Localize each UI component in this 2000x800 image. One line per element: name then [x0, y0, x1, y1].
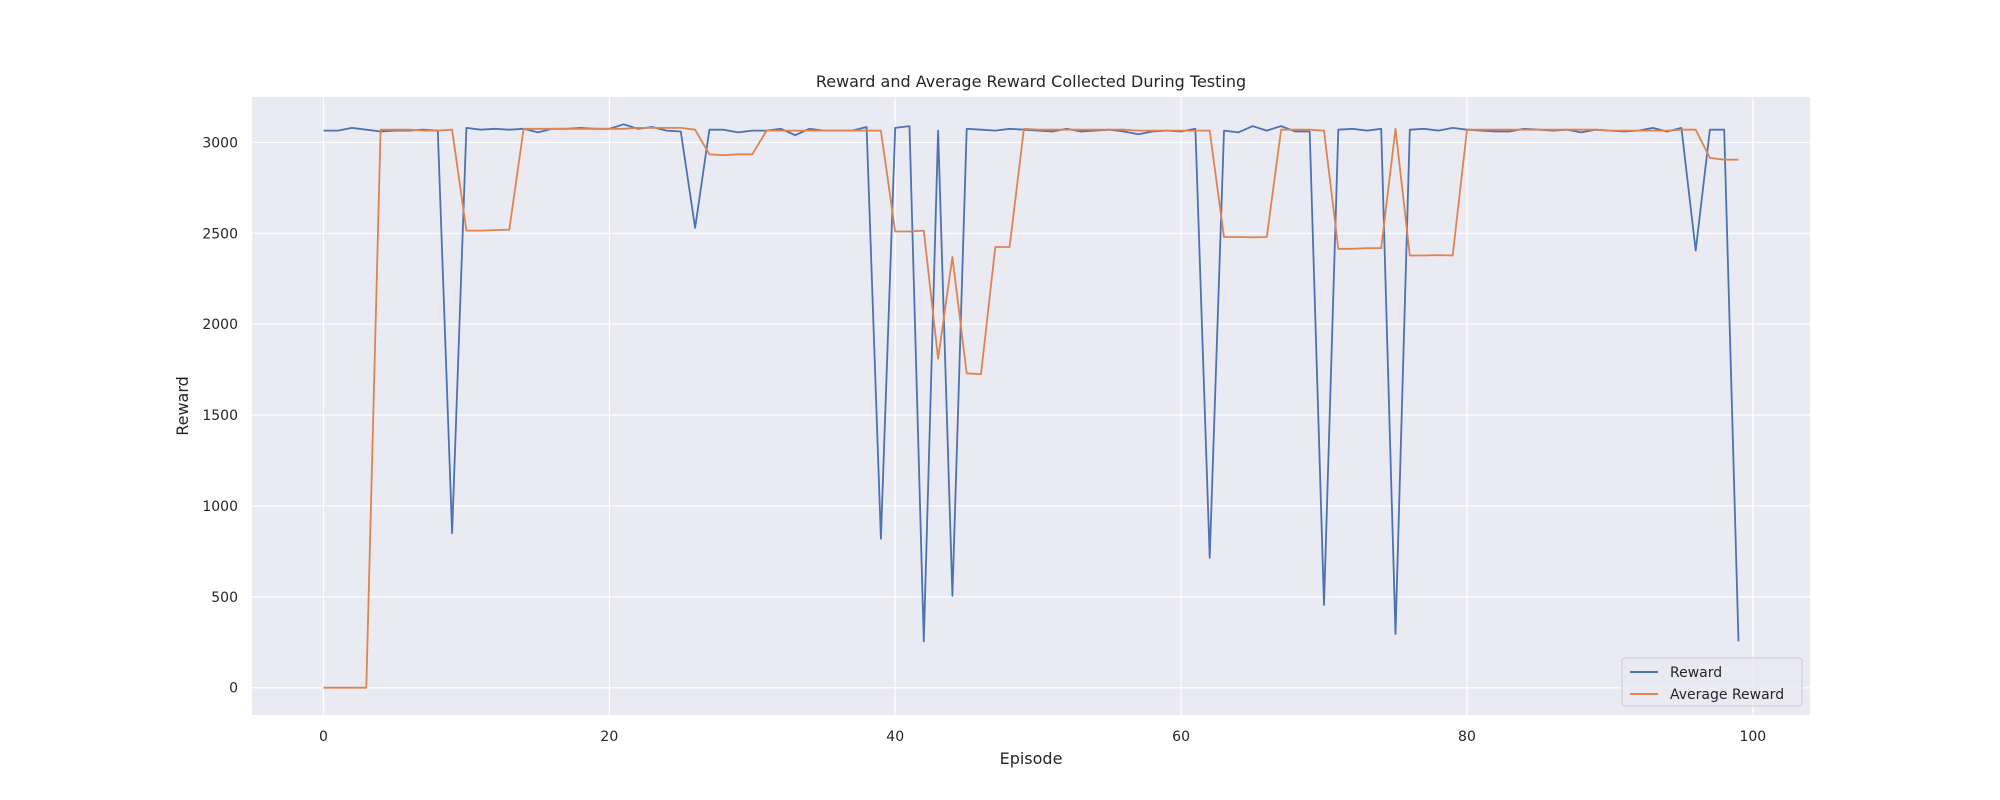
y-tick-label: 2500 [202, 226, 238, 242]
y-tick-label: 1500 [202, 408, 238, 424]
series-lines [323, 123, 1740, 689]
x-axis-label: Episode [1000, 749, 1063, 768]
grid-lines [252, 97, 1810, 715]
y-tick-labels: 0 500 1000 1500 2000 2500 3000 [202, 135, 238, 696]
x-tick-label: 40 [886, 729, 904, 745]
series-line-average-reward [323, 127, 1739, 689]
x-tick-label: 0 [319, 729, 328, 745]
x-tick-label: 20 [600, 729, 618, 745]
x-tick-labels: 0 20 40 60 80 100 [319, 729, 1766, 745]
x-tick-label: 60 [1172, 729, 1190, 745]
legend-label-average-reward: Average Reward [1670, 687, 1784, 703]
legend-box [1621, 657, 1803, 707]
y-tick-label: 0 [229, 681, 238, 697]
x-tick-label: 100 [1739, 729, 1766, 745]
x-tick-label: 80 [1458, 729, 1476, 745]
y-tick-label: 3000 [202, 135, 238, 151]
y-tick-label: 500 [211, 590, 238, 606]
legend: Reward Average Reward [1621, 657, 1803, 707]
y-tick-label: 1000 [202, 499, 238, 515]
plot-area [252, 97, 1810, 715]
y-axis-label: Reward [173, 376, 192, 436]
legend-label-reward: Reward [1670, 665, 1722, 681]
chart-title: Reward and Average Reward Collected Duri… [816, 72, 1246, 91]
y-tick-label: 2000 [202, 317, 238, 333]
